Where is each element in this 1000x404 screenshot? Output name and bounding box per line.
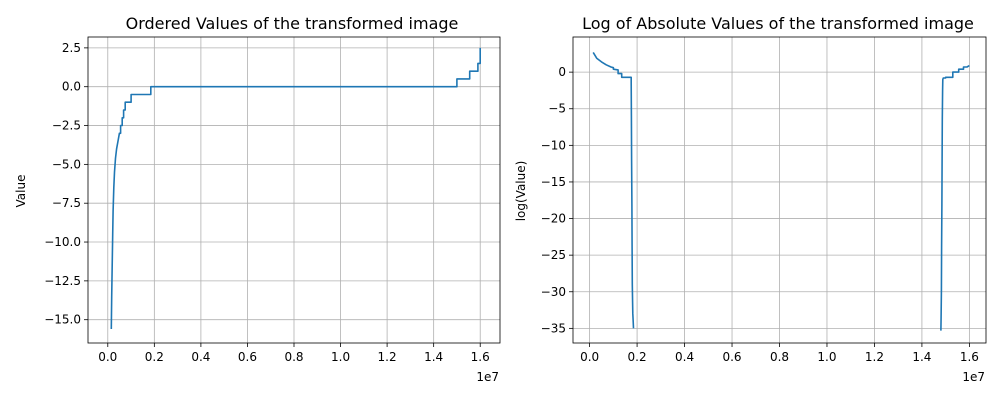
right-y-tick-label: −15: [541, 175, 566, 189]
right-y-tick-label: 0: [558, 65, 566, 79]
right-x-multiplier: 1e7: [962, 370, 985, 384]
left-x-tick-label: 1.2: [378, 350, 397, 364]
left-y-tick-label: −12.5: [44, 274, 81, 288]
right-y-tick-label: −5: [548, 102, 566, 116]
left-x-multiplier: 1e7: [476, 370, 499, 384]
right-x-tick-label: 0.8: [770, 350, 789, 364]
left-x-tick-label: 0.8: [284, 350, 303, 364]
right-y-axis-label: log(Value): [514, 161, 528, 222]
right-series-line: [940, 64, 970, 331]
left-plot-area: 0.0 0.2 0.4 0.6 0.8 1.0 1.2 1.4 1.6 2.5 0.0 −2.5 −5.…: [44, 36, 501, 364]
left-y-axis-label: Value: [14, 175, 28, 208]
right-x-tick-label: 0.2: [628, 350, 647, 364]
right-series-line: [592, 51, 635, 329]
left-y-tick-label: −2.5: [52, 119, 81, 133]
left-x-tick-label: 0.4: [191, 350, 210, 364]
left-x-tick-label: 0.6: [238, 350, 257, 364]
left-panel: Ordered Values of the transformed image …: [14, 14, 499, 384]
right-plot-area: 0.0 0.2 0.4 0.6 0.8 1.0 1.2 1.4 1.6 0 −5 −10 −15 −20 −…: [541, 36, 987, 364]
right-chart-title: Log of Absolute Values of the transforme…: [582, 14, 974, 33]
left-y-tick-label: −15.0: [44, 313, 81, 327]
left-y-tick-label: −5.0: [52, 157, 81, 171]
right-x-tick-label: 1.0: [817, 350, 836, 364]
left-x-tick-label: 1.6: [471, 350, 490, 364]
right-y-tick-label: −25: [541, 248, 566, 262]
right-y-tick-label: −30: [541, 285, 566, 299]
right-y-tick-label: −20: [541, 212, 566, 226]
left-x-tick-label: 1.4: [424, 350, 443, 364]
right-x-tick-label: 0.4: [675, 350, 694, 364]
right-x-tick-label: 0.0: [580, 350, 599, 364]
left-y-tick-label: −7.5: [52, 196, 81, 210]
left-x-tick-label: 0.0: [98, 350, 117, 364]
right-y-tick-label: −35: [541, 321, 566, 335]
right-y-tick-label: −10: [541, 138, 566, 152]
left-series-line: [110, 47, 482, 330]
left-y-tick-label: 2.5: [62, 41, 81, 55]
right-x-tick-label: 1.6: [960, 350, 979, 364]
right-x-tick-label: 1.2: [865, 350, 884, 364]
left-y-tick-label: −10.0: [44, 235, 81, 249]
right-x-tick-label: 0.6: [722, 350, 741, 364]
left-chart-title: Ordered Values of the transformed image: [126, 14, 459, 33]
left-x-tick-label: 0.2: [145, 350, 164, 364]
right-x-tick-label: 1.4: [912, 350, 931, 364]
left-y-tick-label: 0.0: [62, 80, 81, 94]
left-x-tick-label: 1.0: [331, 350, 350, 364]
right-panel: Log of Absolute Values of the transforme…: [514, 14, 985, 384]
